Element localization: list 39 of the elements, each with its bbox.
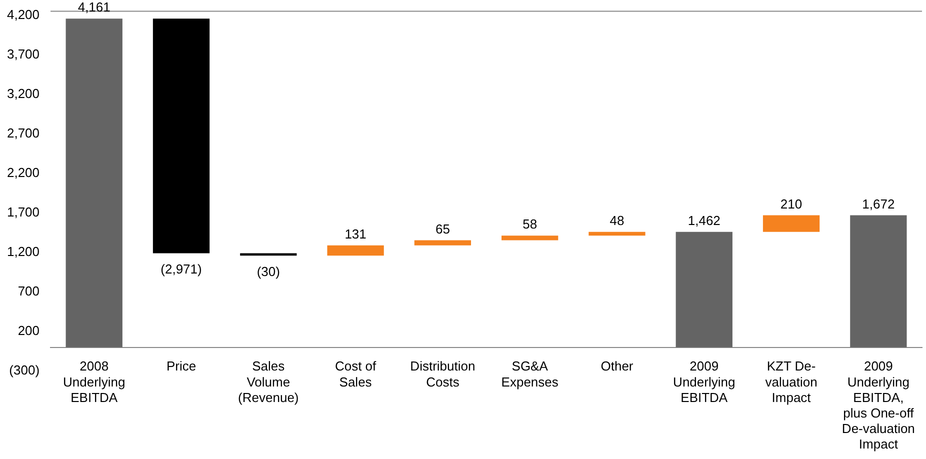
data-label: (30) — [256, 264, 280, 279]
y-tick-label: 2,200 — [6, 165, 40, 180]
x-tick-label: 2009 Underlying EBITDA — [673, 358, 736, 405]
data-label: 65 — [435, 221, 450, 236]
y-tick-label: 700 — [18, 284, 40, 299]
x-tick-label: Price — [166, 358, 196, 374]
y-tick-label: 1,700 — [6, 204, 40, 220]
y-tick-label: 2,700 — [6, 126, 40, 141]
x-tick-label: 2008 Underlying EBITDA — [63, 358, 126, 405]
bar — [762, 215, 820, 232]
y-tick-label: 3,700 — [6, 46, 40, 62]
bar — [66, 18, 122, 348]
data-label: 58 — [522, 216, 538, 232]
x-tick-label: KZT De-valuation Impact — [765, 358, 818, 405]
y-tick-label: 3,200 — [6, 86, 40, 102]
data-label: 210 — [780, 196, 802, 212]
x-tick-label: Distribution Costs — [410, 358, 476, 390]
x-tick-label: Cost of Sales — [334, 358, 377, 390]
y-tick-label: 1,200 — [6, 244, 40, 260]
bar — [327, 245, 384, 256]
x-tick-label: Sales Volume (Revenue) — [238, 358, 299, 405]
data-label: 4,161 — [78, 0, 110, 15]
data-label: 1,672 — [862, 196, 895, 212]
data-label: 1,462 — [688, 212, 720, 228]
x-tick-label: 2009 Underlying EBITDA, plus One-off De-valuation Impact — [842, 358, 915, 452]
bar — [414, 240, 472, 246]
y-tick-label: 200 — [18, 323, 40, 338]
bar — [850, 215, 907, 348]
bar — [502, 236, 558, 240]
data-label: (2,971) — [160, 261, 202, 276]
bar — [676, 232, 732, 348]
x-tick-label: Other — [600, 358, 634, 374]
bar — [152, 18, 210, 254]
data-label: 48 — [610, 212, 624, 228]
data-label: 131 — [344, 226, 366, 242]
x-tick-label: SG&A Expenses — [501, 358, 559, 390]
y-tick-label: (300) — [9, 362, 40, 378]
bar — [588, 232, 646, 236]
y-tick-label: 4,200 — [6, 7, 40, 22]
